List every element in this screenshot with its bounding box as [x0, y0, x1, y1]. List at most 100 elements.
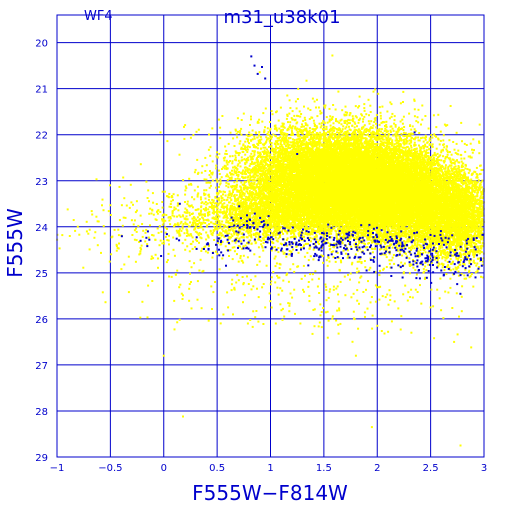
data-point — [356, 129, 359, 132]
data-point — [281, 131, 284, 134]
data-point — [362, 132, 365, 135]
data-point — [278, 137, 281, 140]
data-point — [249, 178, 252, 181]
data-point — [239, 140, 242, 143]
data-point — [392, 129, 395, 132]
data-point — [261, 199, 264, 202]
data-point — [301, 151, 304, 154]
data-point — [248, 131, 251, 134]
data-point — [335, 118, 337, 121]
data-point — [325, 132, 328, 135]
data-point — [371, 150, 374, 153]
data-point — [267, 133, 270, 136]
data-point — [305, 124, 307, 126]
data-point — [317, 141, 320, 144]
data-point — [309, 233, 311, 236]
data-point — [381, 240, 384, 243]
data-point — [240, 146, 243, 149]
data-point — [276, 137, 279, 140]
data-point — [386, 110, 389, 113]
data-point — [322, 255, 324, 258]
data-point — [346, 111, 349, 114]
data-point — [284, 140, 287, 143]
data-point — [279, 201, 282, 204]
data-point — [361, 114, 363, 117]
data-point — [184, 124, 187, 127]
data-point — [313, 129, 316, 132]
data-point — [322, 140, 325, 143]
data-point — [348, 125, 350, 128]
data-point — [317, 106, 320, 109]
data-point — [264, 163, 267, 166]
data-point — [210, 184, 212, 187]
data-point — [236, 180, 238, 183]
data-point — [304, 119, 307, 121]
data-point — [404, 242, 407, 245]
data-point — [227, 161, 230, 164]
data-point — [259, 206, 262, 208]
data-point — [190, 183, 193, 186]
data-point — [312, 131, 314, 133]
data-point — [249, 169, 252, 172]
data-point — [267, 172, 270, 175]
data-point — [338, 121, 341, 124]
data-point — [320, 122, 323, 125]
data-point — [330, 127, 333, 130]
data-point — [240, 147, 243, 150]
data-point — [286, 113, 289, 116]
data-point — [229, 160, 231, 162]
data-point — [295, 122, 298, 125]
data-point — [417, 108, 420, 111]
data-point — [217, 169, 220, 172]
data-point — [305, 161, 308, 164]
data-point — [281, 156, 284, 159]
data-point — [391, 139, 394, 142]
data-point — [315, 125, 318, 128]
data-point — [237, 130, 239, 133]
data-point — [369, 104, 372, 107]
data-point — [302, 246, 305, 249]
data-point — [385, 129, 388, 132]
data-point — [260, 138, 263, 141]
data-point — [226, 163, 229, 166]
data-point — [363, 107, 366, 110]
data-point — [286, 161, 289, 164]
data-point — [409, 125, 411, 127]
data-point — [215, 167, 218, 170]
data-point — [326, 149, 329, 152]
data-point — [258, 118, 261, 121]
data-point — [192, 134, 195, 137]
data-point — [269, 121, 271, 123]
data-point — [235, 159, 237, 162]
data-point — [232, 189, 235, 192]
data-point — [286, 237, 289, 240]
data-point — [238, 178, 241, 181]
data-point — [385, 136, 388, 139]
data-point — [300, 113, 303, 115]
data-point — [262, 159, 265, 162]
data-point — [258, 167, 261, 169]
data-point — [379, 111, 382, 114]
data-point — [259, 176, 262, 179]
data-point — [329, 124, 332, 127]
data-point — [322, 120, 325, 123]
data-point — [263, 183, 266, 186]
data-point — [256, 165, 259, 168]
data-point — [304, 162, 307, 164]
data-point — [243, 148, 246, 151]
data-point — [267, 137, 270, 140]
data-point — [306, 150, 308, 153]
data-point — [282, 128, 284, 131]
data-point — [284, 207, 286, 210]
data-point — [356, 125, 358, 128]
data-point — [370, 239, 373, 242]
data-point — [363, 109, 366, 112]
data-point — [269, 141, 272, 144]
data-point — [243, 182, 246, 185]
data-point — [291, 110, 294, 113]
data-point — [306, 131, 309, 134]
data-point — [166, 140, 169, 143]
data-point — [348, 119, 351, 122]
data-point — [223, 202, 226, 205]
